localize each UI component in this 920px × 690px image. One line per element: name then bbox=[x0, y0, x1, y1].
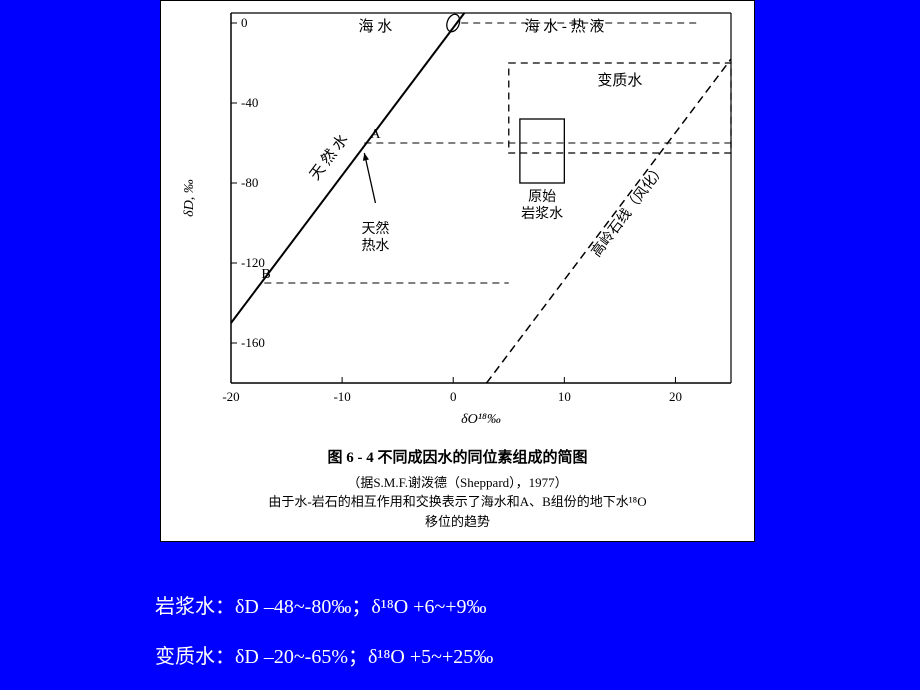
caption-note1: 由于水-岩石的相互作用和交换表示了海水和A、B组份的地下水¹⁸O bbox=[171, 492, 744, 512]
svg-text:-80: -80 bbox=[241, 175, 258, 190]
svg-text:A: A bbox=[370, 127, 381, 142]
svg-text:-40: -40 bbox=[241, 95, 258, 110]
caption-note2: 移位的趋势 bbox=[171, 512, 744, 532]
svg-text:B: B bbox=[261, 267, 270, 282]
svg-text:-20: -20 bbox=[222, 389, 239, 404]
svg-text:天 然 水: 天 然 水 bbox=[306, 131, 351, 183]
svg-text:变质水: 变质水 bbox=[597, 72, 642, 89]
svg-text:20: 20 bbox=[669, 389, 682, 404]
svg-text:0: 0 bbox=[241, 15, 248, 30]
svg-text:高岭石线（风化）: 高岭石线（风化） bbox=[588, 160, 669, 260]
svg-text:岩浆水: 岩浆水 bbox=[521, 206, 563, 222]
figure-panel: 0-40-80-120-160-20-1001020δO¹⁸‰δD, ‰天 然 … bbox=[160, 0, 755, 542]
figure-caption: 图 6 - 4 不同成因水的同位素组成的简图 （据S.M.F.谢泼德（Shepp… bbox=[161, 441, 754, 541]
svg-text:δO¹⁸‰: δO¹⁸‰ bbox=[461, 412, 501, 427]
svg-text:原始: 原始 bbox=[528, 189, 556, 205]
caption-source: （据S.M.F.谢泼德（Sheppard），1977） bbox=[171, 473, 744, 493]
svg-text:天然: 天然 bbox=[361, 220, 389, 237]
svg-text:-160: -160 bbox=[241, 335, 265, 350]
svg-text:δD, ‰: δD, ‰ bbox=[182, 179, 197, 217]
svg-text:0: 0 bbox=[450, 389, 457, 404]
svg-text:热水: 热水 bbox=[361, 238, 389, 254]
isotope-chart: 0-40-80-120-160-20-1001020δO¹⁸‰δD, ‰天 然 … bbox=[161, 1, 756, 441]
caption-title: 图 6 - 4 不同成因水的同位素组成的简图 bbox=[171, 447, 744, 470]
magmatic-water-values: 岩浆水：δD –48~-80‰；δ¹⁸O +6~+9‰ bbox=[155, 590, 487, 619]
svg-text:-10: -10 bbox=[333, 389, 350, 404]
svg-text:10: 10 bbox=[558, 389, 571, 404]
svg-text:海 水 - 热 液: 海 水 - 热 液 bbox=[524, 18, 604, 35]
svg-text:海 水: 海 水 bbox=[359, 18, 393, 35]
metamorphic-water-values: 变质水：δD –20~-65%；δ¹⁸O +5~+25‰ bbox=[155, 640, 493, 669]
